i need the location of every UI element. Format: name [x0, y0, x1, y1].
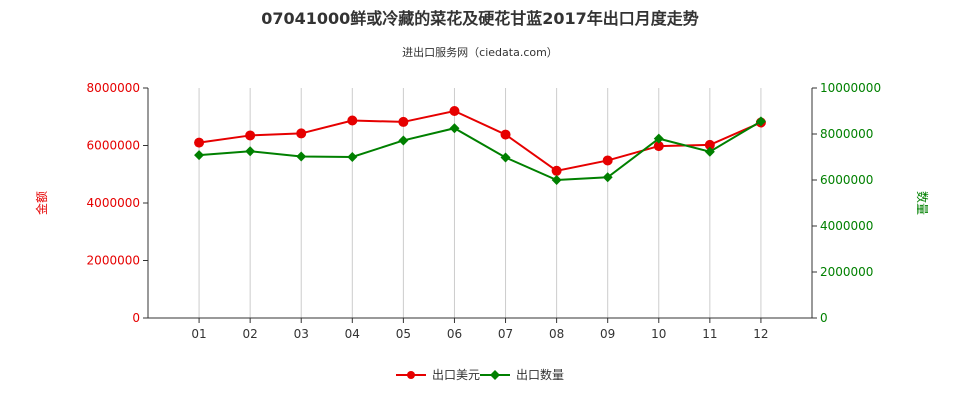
x-tick-label: 03 [294, 327, 309, 341]
point-export-quantity[interactable] [296, 151, 307, 162]
series-line-export-quantity [199, 120, 762, 182]
legend-item-export-quantity[interactable]: 出口数量 [480, 367, 564, 382]
point-export-usd[interactable] [398, 116, 409, 127]
right-tick-label: 10000000 [820, 81, 881, 95]
point-export-usd[interactable] [551, 165, 562, 176]
legend-marker-export-usd [407, 371, 415, 379]
point-export-quantity[interactable] [245, 146, 256, 157]
point-export-usd[interactable] [602, 155, 613, 166]
grid [198, 88, 813, 318]
point-export-usd[interactable] [245, 130, 256, 141]
point-export-quantity[interactable] [653, 133, 664, 144]
series-layer [194, 106, 766, 185]
x-tick-label: 08 [549, 327, 564, 341]
left-axis-title: 金额 [34, 191, 49, 215]
x-tick-label: 12 [753, 327, 768, 341]
x-tick-label: 11 [702, 327, 717, 341]
left-tick-label: 0 [132, 311, 140, 325]
legend-marker-export-quantity [490, 370, 500, 380]
point-export-usd[interactable] [194, 137, 205, 148]
x-tick-label: 04 [345, 327, 360, 341]
left-axis-ticks: 0 2000000 4000000 6000000 8000000 [87, 81, 148, 325]
x-tick-label: 02 [243, 327, 258, 341]
right-axis-ticks: 0 2000000 4000000 6000000 8000000 10000000 [812, 81, 881, 325]
point-export-usd[interactable] [347, 115, 358, 126]
right-tick-label: 6000000 [820, 173, 873, 187]
legend-label-export-quantity: 出口数量 [516, 367, 564, 382]
left-tick-label: 4000000 [87, 196, 140, 210]
x-tick-label: 07 [498, 327, 513, 341]
right-tick-label: 2000000 [820, 265, 873, 279]
point-export-usd[interactable] [449, 106, 460, 116]
right-axis-title: 数量 [915, 191, 930, 215]
x-tick-label: 09 [600, 327, 615, 341]
point-export-quantity[interactable] [602, 172, 613, 183]
point-export-quantity[interactable] [755, 116, 766, 127]
legend-item-export-usd[interactable]: 出口美元 [396, 368, 480, 382]
point-export-quantity[interactable] [194, 150, 205, 161]
left-tick-label: 6000000 [87, 139, 140, 153]
left-tick-label: 8000000 [87, 81, 140, 95]
point-export-usd[interactable] [704, 139, 715, 150]
x-tick-label: 05 [396, 327, 411, 341]
series-line-export-usd [198, 109, 762, 172]
x-tick-label: 10 [651, 327, 666, 341]
point-export-usd[interactable] [296, 128, 307, 139]
x-tick-label: 01 [191, 327, 206, 341]
legend-label-export-usd: 出口美元 [432, 368, 480, 382]
right-tick-label: 8000000 [820, 127, 873, 141]
legend: 出口美元 出口数量 [396, 367, 564, 382]
point-export-quantity[interactable] [500, 152, 511, 163]
left-tick-label: 2000000 [87, 254, 140, 268]
point-export-usd[interactable] [500, 129, 511, 140]
chart-title: 07041000鲜或冷藏的菜花及硬花甘蓝2017年出口月度走势 [261, 9, 699, 28]
point-export-usd[interactable] [653, 141, 664, 152]
right-tick-label: 4000000 [820, 219, 873, 233]
right-tick-label: 0 [820, 311, 828, 325]
point-export-quantity[interactable] [551, 175, 562, 185]
x-tick-label: 06 [447, 327, 462, 341]
point-export-quantity[interactable] [449, 123, 460, 134]
chart-subtitle: 进出口服务网（ciedata.com） [402, 45, 558, 59]
point-export-quantity[interactable] [347, 152, 358, 162]
point-export-quantity[interactable] [704, 146, 715, 157]
x-axis-ticks: 01 02 03 04 05 06 07 08 09 10 11 12 [191, 318, 769, 341]
point-export-quantity[interactable] [398, 135, 409, 146]
